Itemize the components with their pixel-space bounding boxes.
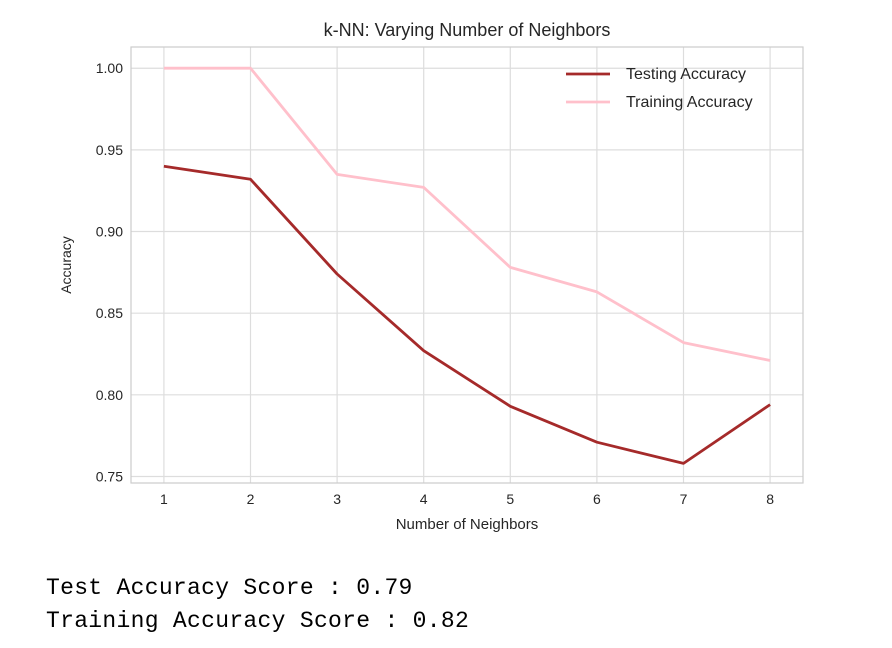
x-tick-label: 6 — [593, 491, 601, 507]
x-tick-label: 5 — [506, 491, 514, 507]
test-accuracy-output: Test Accuracy Score : 0.79 — [46, 575, 413, 601]
x-tick-label: 2 — [247, 491, 255, 507]
y-tick-label: 1.00 — [96, 60, 123, 76]
x-tick-label: 4 — [420, 491, 428, 507]
series-line — [163, 164, 771, 465]
training-accuracy-output: Training Accuracy Score : 0.82 — [46, 608, 470, 634]
legend-label: Testing Accuracy — [626, 66, 746, 83]
y-tick-label: 0.95 — [96, 142, 123, 158]
tick-labels: 1 2 3 4 5 6 7 8 0.75 0.80 0.85 0.90 0.95 1.00 — [96, 60, 774, 507]
accuracy-line-chart: k-NN: Varying Number of Neighbors 1 2 3 4 5 6… — [58, 20, 804, 533]
legend: Testing Accuracy Training Accuracy — [566, 66, 753, 111]
x-tick-label: 7 — [680, 491, 688, 507]
series-lines — [163, 66, 771, 465]
x-tick-label: 8 — [766, 491, 774, 507]
x-tick-label: 1 — [160, 491, 168, 507]
y-tick-label: 0.75 — [96, 468, 123, 484]
y-tick-label: 0.90 — [96, 224, 123, 240]
chart-title: k-NN: Varying Number of Neighbors — [324, 20, 611, 40]
y-tick-label: 0.85 — [96, 305, 123, 321]
plot-frame — [130, 46, 804, 484]
x-axis-label: Number of Neighbors — [396, 516, 539, 533]
series-line — [163, 66, 771, 362]
grid-lines — [131, 47, 803, 483]
x-tick-label: 3 — [333, 491, 341, 507]
y-tick-label: 0.80 — [96, 387, 123, 403]
y-axis-label: Accuracy — [58, 236, 74, 294]
legend-label: Training Accuracy — [626, 94, 753, 111]
